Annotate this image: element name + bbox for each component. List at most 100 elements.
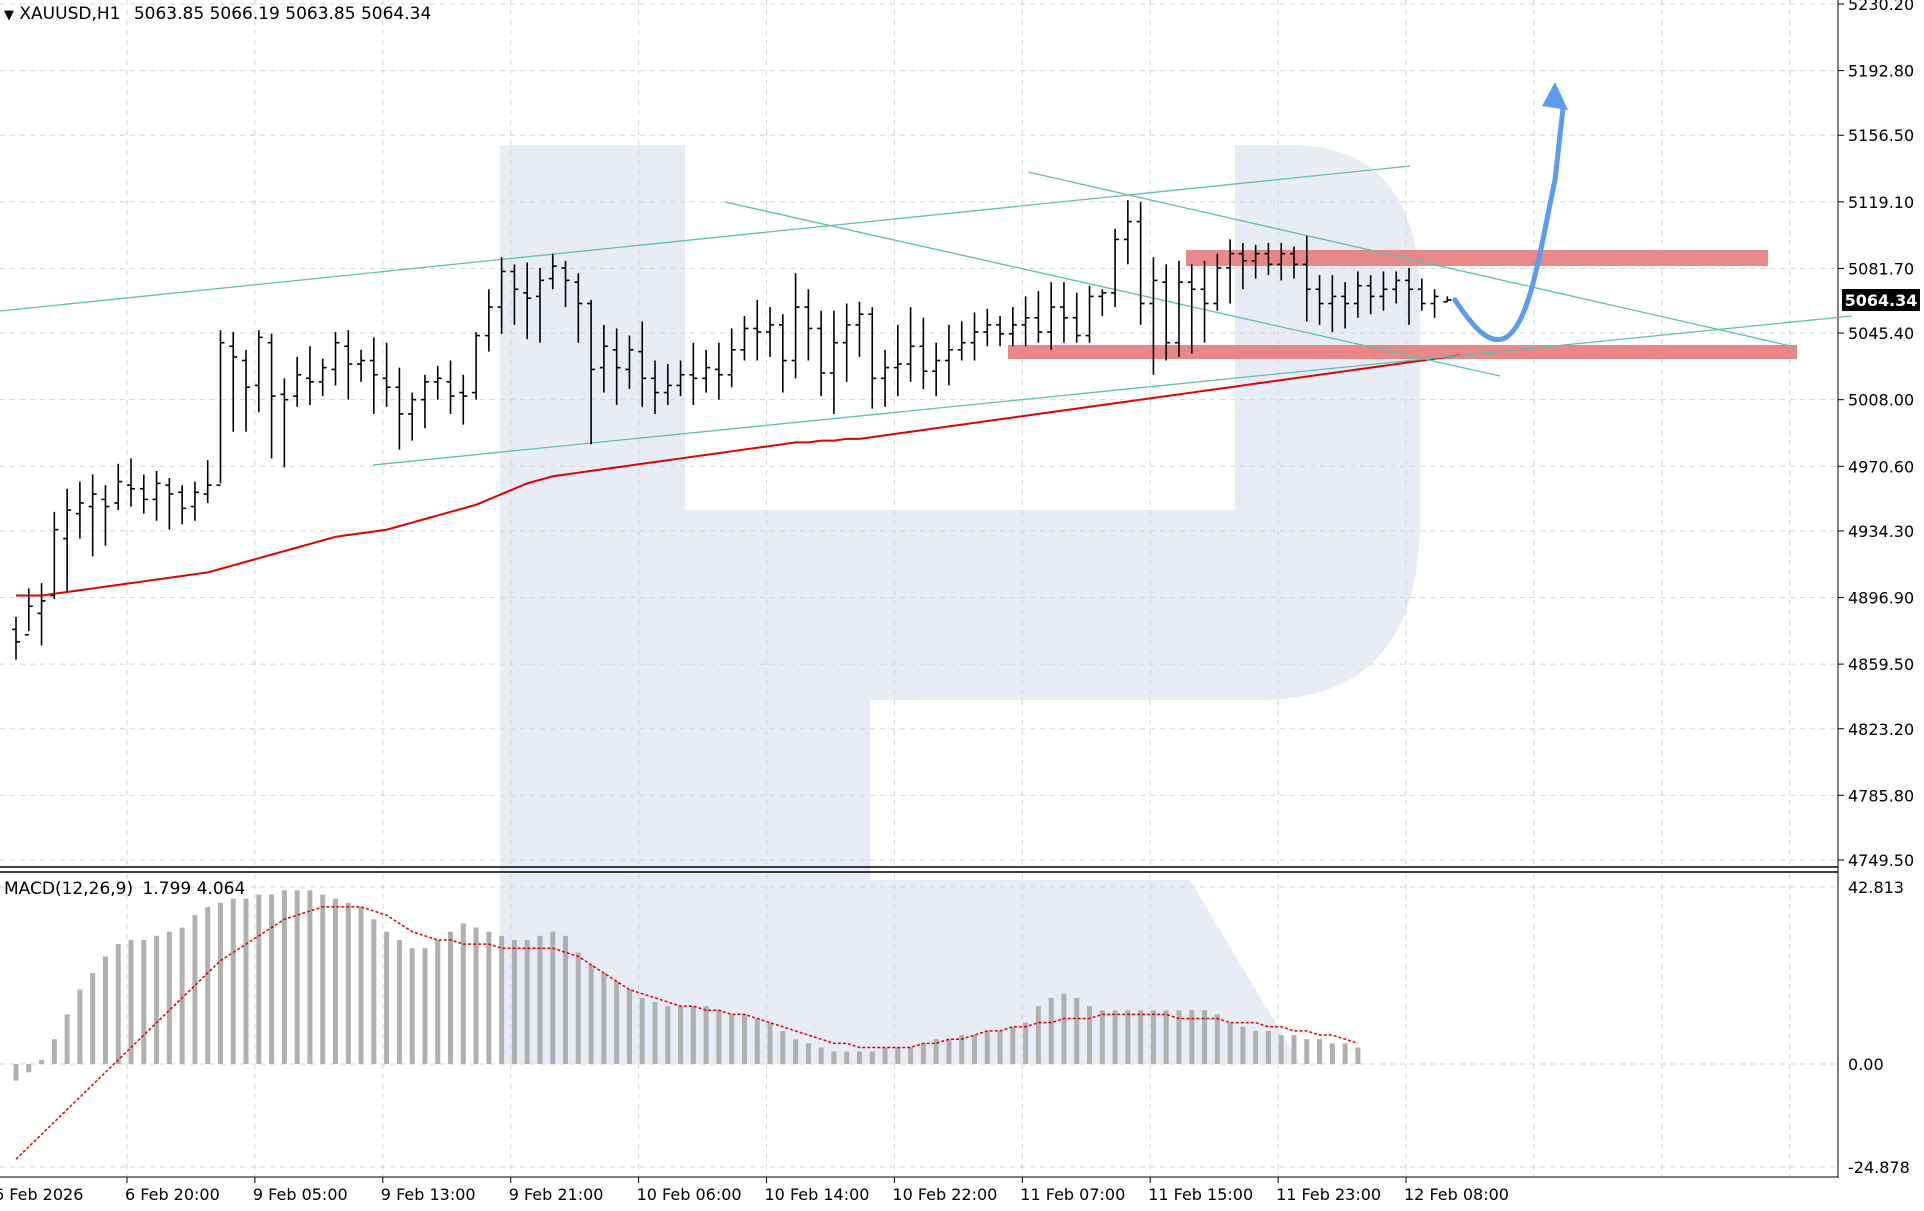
macd-histogram-bar-0 [13, 1064, 19, 1081]
ohlc-bar-79 [1021, 296, 1030, 347]
ohlc-bar-111 [1430, 289, 1439, 318]
macd-axis-labels: 42.813 0.00 -24.878 [1848, 878, 1910, 1177]
macd-histogram-bar-21 [281, 890, 287, 1064]
chevron-down-icon[interactable]: ▼ [4, 8, 14, 23]
macd-histogram-bar-67 [869, 1051, 875, 1064]
ohlc-bar-2 [37, 583, 46, 646]
macd-histogram-bar-6 [90, 973, 96, 1064]
macd-histogram-bar-81 [1048, 997, 1054, 1064]
time-tick-label-3: 9 Feb 13:00 [381, 1185, 476, 1204]
macd-histogram-bar-2 [39, 1059, 45, 1064]
ohlc-bar-101 [1302, 235, 1311, 322]
ohlc-bar-42 [548, 253, 557, 290]
ohlc-bar-24 [318, 358, 327, 397]
macd-histogram-bar-49 [639, 997, 645, 1064]
macd-histogram-bar-31 [409, 948, 415, 1064]
macd-histogram-bar-10 [141, 939, 147, 1064]
ohlc-bar-21 [280, 378, 289, 468]
ohlc-bar-99 [1277, 242, 1286, 281]
ohlc-bar-92 [1187, 264, 1196, 354]
ohlc-bar-82 [1059, 282, 1068, 343]
ohlc-bar-45 [587, 299, 596, 445]
ohlc-bar-87 [1123, 200, 1132, 265]
ohlc-bar-104 [1341, 282, 1350, 329]
ohlc-bar-34 [446, 360, 455, 414]
macd-histogram-bar-73 [946, 1039, 952, 1064]
macd-histogram-bar-62 [805, 1043, 811, 1064]
macd-histogram-bar-92 [1189, 1010, 1195, 1064]
ohlc-bar-64 [829, 310, 838, 414]
macd-signal-polyline [15, 906, 1359, 1160]
macd-histogram-bar-39 [511, 939, 517, 1064]
ohlc-bar-95 [1226, 239, 1235, 304]
macd-histogram-bar-101 [1304, 1039, 1310, 1064]
ohlc-bar-65 [842, 303, 851, 382]
macd-histogram-bar-17 [230, 898, 236, 1064]
ohlc-bar-9 [127, 458, 136, 507]
trendlines[interactable] [0, 165, 1853, 466]
ohlc-bar-109 [1405, 267, 1414, 325]
ohlc-bars [12, 200, 1452, 660]
macd-histogram-bar-102 [1317, 1039, 1323, 1064]
macd-histogram-bar-20 [269, 894, 275, 1064]
macd-histogram-bar-104 [1342, 1043, 1348, 1064]
ohlc-bar-4 [63, 488, 72, 592]
moving-average-line [16, 354, 1461, 597]
macd-histogram-bar-88 [1138, 1010, 1144, 1064]
ohlc-bar-58 [753, 299, 762, 361]
grid-lines [0, 0, 1838, 1176]
macd-histogram-bar-11 [154, 935, 160, 1064]
macd-histogram-bar-97 [1253, 1030, 1259, 1064]
price-tick-label-13: 4749.50 [1848, 851, 1914, 870]
macd-histogram-bar-69 [895, 1047, 901, 1064]
axes [0, 0, 1839, 1178]
macd-histogram-bar-42 [550, 931, 556, 1064]
macd-histogram-bar-57 [741, 1014, 747, 1064]
ohlc-bar-1 [24, 588, 33, 636]
ohlc-bar-61 [791, 273, 800, 379]
macd-histogram-bar-23 [307, 890, 313, 1064]
trendline-3 [1027, 171, 1796, 348]
ohlc-bar-19 [254, 330, 263, 413]
macd-histogram-bar-79 [1023, 1022, 1029, 1064]
ohlc-bar-63 [817, 310, 826, 397]
macd-histogram-bar-105 [1355, 1047, 1361, 1064]
ohlc-bar-46 [599, 324, 608, 393]
ohlc-bar-60 [778, 314, 787, 393]
ohlc-bar-98 [1264, 242, 1273, 276]
ohlc-bar-74 [957, 321, 966, 361]
time-tick-label-9: 11 Feb 15:00 [1148, 1185, 1253, 1204]
time-tick-label-4: 9 Feb 21:00 [509, 1185, 604, 1204]
price-tick-label-0: 5230.20 [1848, 0, 1914, 14]
symbol-header[interactable]: ▼ XAUUSD,H1 5063.85 5066.19 5063.85 5064… [4, 4, 431, 24]
time-tick-label-5: 10 Feb 06:00 [637, 1185, 742, 1204]
macd-histogram [13, 890, 1361, 1081]
time-tick-label-2: 9 Feb 05:00 [253, 1185, 348, 1204]
ohlc-bar-33 [433, 365, 442, 400]
ohlc-bar-88 [1136, 202, 1145, 325]
macd-histogram-bar-32 [422, 948, 428, 1064]
macd-histogram-bar-9 [128, 939, 134, 1064]
macd-histogram-bar-14 [192, 915, 198, 1064]
macd-tick-label-1: 0.00 [1848, 1055, 1884, 1074]
ohlc-bar-91 [1174, 260, 1183, 357]
ohlc-bar-75 [970, 312, 979, 361]
ohlc-bar-12 [165, 478, 174, 530]
ohlc-bar-107 [1379, 271, 1388, 311]
ohlc-bar-29 [382, 342, 391, 407]
time-axis-labels: 6 Feb 2026 6 Feb 20:00 9 Feb 05:00 9 Feb 13… [0, 1177, 1509, 1204]
trendline-2 [724, 201, 1501, 377]
price-tick-label-4: 5081.70 [1848, 259, 1914, 278]
ohlc-bar-85 [1098, 289, 1107, 316]
macd-histogram-bar-47 [614, 981, 620, 1064]
ohlc-bar-112 [1443, 296, 1452, 303]
ohlc-bar-97 [1251, 244, 1260, 279]
ohlc-bar-25 [331, 332, 340, 386]
macd-histogram-bar-48 [626, 989, 632, 1064]
ohlc-bar-66 [855, 301, 864, 357]
macd-histogram-bar-66 [856, 1051, 862, 1064]
ohlc-bar-40 [523, 262, 532, 340]
macd-histogram-bar-36 [473, 927, 479, 1064]
ohlc-bar-22 [293, 356, 302, 407]
